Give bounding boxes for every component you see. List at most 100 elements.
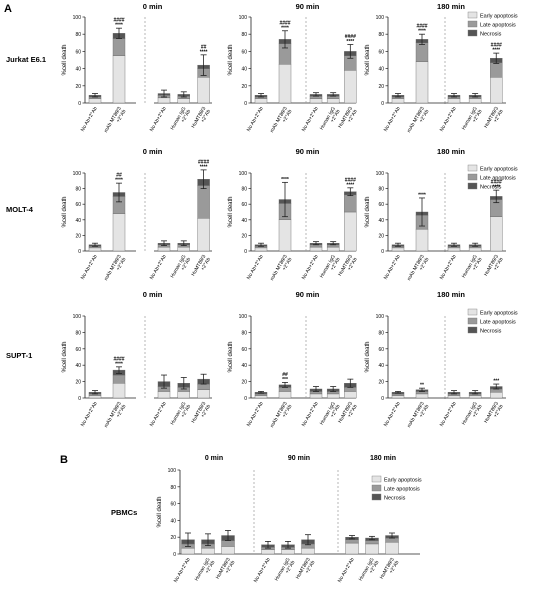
x-tick-label-pbmcg3b3: HuMT89/3+2°Ab [379,557,401,583]
bar-early-r1g2b2 [278,64,292,104]
y-tick-label-r3g2: 80 [241,330,247,336]
legend-swatch-r3 [467,308,478,316]
x-tick-label-pbmcg3b2: Human IgG+2°Ab [358,557,381,585]
legend-label-r2: Early apoptosis [480,167,518,173]
y-tick-label-r2g1: 0 [78,249,81,255]
x-tick-label-line: No Ab+2°Ab [246,106,265,133]
x-tick-label-line: No Ab+2°Ab [301,254,320,281]
y-tick-label-r1g1: 0 [78,101,81,107]
bar-late-r1g3b5 [490,62,503,78]
timepoint-title-r1g1: 0 min [143,2,163,11]
x-tick-label-r2g3b4: Human IgG+2°Ab [461,254,484,282]
x-tick-label-r3g1b1: No Ab+2°Ab [80,401,99,428]
x-tick-label-r1g1b3: No Ab+2°Ab [149,106,168,133]
legend-label-r3: Necrosis [480,329,502,335]
significance-mark-r1g1b5: **** [200,49,208,55]
y-tick-label-pbmc: 80 [170,485,176,491]
timepoint-title-r3g3: 180 min [437,290,465,299]
y-tick-label-r2g2: 60 [241,202,247,208]
x-tick-label-r1g2b1: No Ab+2°Ab [246,106,265,133]
significance-mark-r2g1b2: **** [115,178,123,184]
y-tick-label-r1g3: 40 [378,67,384,73]
x-tick-label-r3g2b5: HuMT89/3+2°Ab [337,401,359,427]
significance-mark-r2g3b5: #### [491,180,502,186]
bar-early-r2g2b4 [326,246,340,252]
x-tick-label-r3g1b2: mAb MT89/3+2°Ab [103,401,127,432]
bar-early-r2g3b2 [415,228,429,252]
legend-label-r1: Early apoptosis [480,14,518,20]
x-tick-label-pbmcg1b1: No Ab+2°Ab [173,557,192,584]
y-tick-label-r3g1: 100 [73,314,82,320]
y-tick-label-r3g1: 0 [78,396,81,402]
legend-label-r1: Late apoptosis [480,23,516,29]
bar-early-r2g3b4 [468,247,482,252]
y-tick-label-r3g1: 40 [75,363,81,369]
y-tick-label-r3g2: 100 [239,314,248,320]
significance-mark-r1g2b5: #### [345,34,356,40]
significance-mark-r2g1b5: #### [198,159,209,165]
significance-mark-r1g3b5: #### [491,43,502,49]
x-tick-label-r1g3b3: No Ab+2°Ab [439,106,458,133]
legend-label-r3: Early apoptosis [480,311,518,317]
y-tick-label-r1g3: 0 [381,101,384,107]
y-tick-label-pbmc: 0 [173,552,176,558]
y-tick-label-r3g1: 20 [75,380,81,386]
y-tick-label-r1g2: 0 [244,101,247,107]
bar-early-r1g3b3 [447,98,461,104]
bar-early-r3g2b1 [254,395,268,399]
timepoint-title-r3g1: 0 min [143,290,163,299]
bar-late-r1g3b2 [415,42,429,62]
bar-late-r3g2b5 [344,387,357,392]
y-tick-label-r2g3: 20 [378,233,384,239]
y-tick-label-r2g1: 40 [75,218,81,224]
x-tick-label-r1g2b5: HuMT89/3+2°Ab [337,106,359,132]
bar-late-pbmcg3b3 [385,537,399,543]
legend-swatch-r3 [467,317,478,325]
x-tick-label-r2g3b5: HuMT89/3+2°Ab [483,254,505,280]
bar-late-r3g2b2 [278,387,292,392]
bar-late-pbmcg3b1 [345,539,359,544]
y-tick-label-r1g1: 60 [75,49,81,55]
x-tick-label-r2g3b1: No Ab+2°Ab [383,254,402,281]
bar-late-pbmcg3b2 [365,540,379,545]
bar-early-r3g1b3 [157,391,171,399]
legend-swatch-r2 [467,164,478,172]
bar-early-pbmcg2b3 [301,547,315,555]
x-tick-label-line: No Ab+2°Ab [439,106,458,133]
charts-layer: Jurkat E6.1 0 20 40 60 80 100 %cell death 0 min N… [6,2,518,585]
legend-label-pbmc: Necrosis [384,496,406,502]
bar-late-r1g1b2 [112,38,126,56]
bar-late-r3g3b5 [490,388,503,393]
bar-early-r1g3b2 [415,61,429,104]
x-tick-label-r1g1b2: mAb MT89/3+2°Ab [103,106,127,137]
legend-swatch-r2 [467,182,478,190]
x-tick-label-line: No Ab+2°Ab [301,106,320,133]
bar-early-r3g2b2 [278,391,292,399]
bar-early-r3g1b2 [112,383,126,399]
bar-early-pbmcg3b3 [385,542,399,555]
legend-label-pbmc: Late apoptosis [384,487,420,493]
y-axis-label-r3g1: %cell death [62,341,68,372]
significance-mark-r1g2b2: #### [279,20,290,26]
row-label: MOLT-4 [6,205,34,214]
x-tick-label-r3g3b1: No Ab+2°Ab [383,401,402,428]
legend-swatch-pbmc [371,484,382,492]
y-tick-label-r1g1: 20 [75,84,81,90]
bar-early-r2g2b2 [278,219,292,252]
bar-early-r2g3b3 [447,247,461,252]
chart-row-1: Jurkat E6.1 0 20 40 60 80 100 %cell death 0 min N… [6,2,518,137]
y-axis-label-r1g3: %cell death [365,44,371,75]
y-tick-label-r2g2: 100 [239,171,248,177]
legend-swatch-r3 [467,326,478,334]
x-tick-label-r3g3b4: Human IgG+2°Ab [461,401,484,429]
timepoint-title-r1g2: 90 min [296,2,320,11]
legend-label-r2: Necrosis [480,185,502,191]
y-tick-label-pbmc: 20 [170,535,176,541]
y-tick-label-r1g3: 60 [378,49,384,55]
timepoint-title-r2g2: 90 min [296,147,320,156]
bar-early-r3g1b1 [88,395,102,399]
x-tick-label-line: No Ab+2°Ab [149,254,168,281]
legend-label-r3: Late apoptosis [480,320,516,326]
x-tick-label-r3g1b3: No Ab+2°Ab [149,401,168,428]
significance-mark-r1g1b5: ## [201,44,207,50]
